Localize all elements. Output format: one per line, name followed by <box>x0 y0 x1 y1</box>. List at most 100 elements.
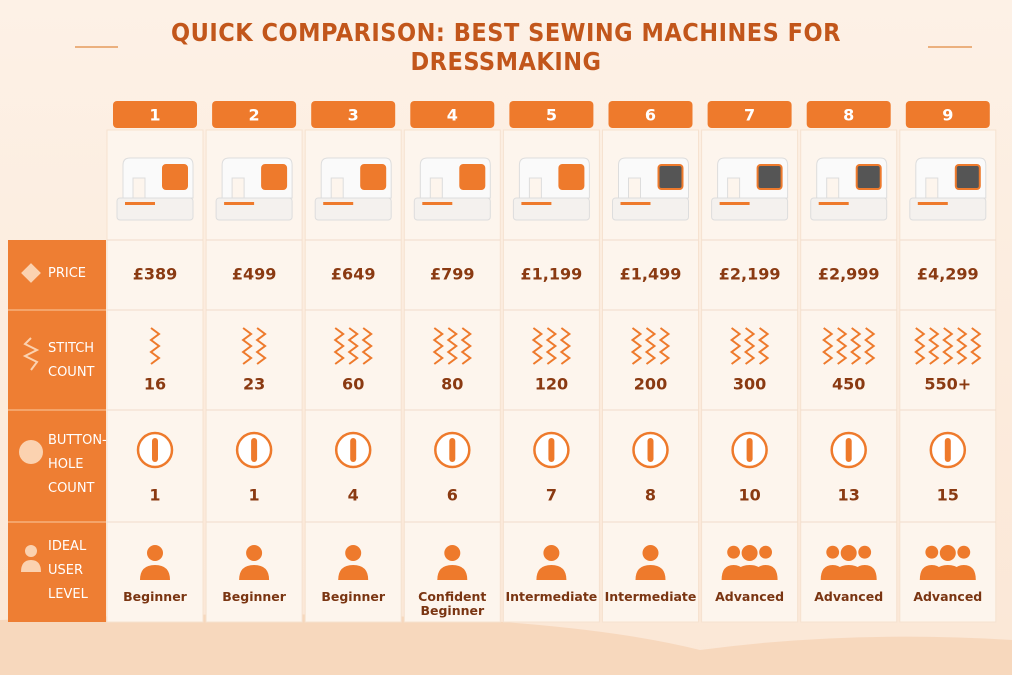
stitch-count: 550+ <box>924 374 972 394</box>
column-number: 1 <box>149 105 161 125</box>
title: QUICK COMPARISON: BEST SEWING MACHINES F… <box>171 18 841 76</box>
user-head <box>840 545 857 561</box>
column-tab <box>806 101 891 128</box>
column-tab <box>212 101 297 128</box>
stitch-count: 16 <box>143 374 167 394</box>
machine-base <box>215 197 293 221</box>
stitch-zigzag <box>928 327 940 365</box>
machine-stripe <box>719 202 750 205</box>
buttonhole-slot <box>548 438 555 462</box>
stitch-zigzag <box>149 327 161 365</box>
user-head <box>345 545 362 561</box>
stitch-zigzag <box>822 327 834 365</box>
user-body <box>536 565 567 580</box>
stitch-zigzag <box>559 327 572 365</box>
price: £2,199 <box>718 264 781 284</box>
stitch-zigzag <box>914 327 926 365</box>
stitch-count: 300 <box>732 374 767 394</box>
user-head <box>957 545 971 559</box>
stitch-zigzag <box>743 327 756 365</box>
price-icon <box>21 263 41 283</box>
buttonhole-slot <box>944 438 951 462</box>
user-body <box>437 565 468 580</box>
stitch-zigzag <box>956 327 968 365</box>
label-column <box>8 240 106 622</box>
machine-base <box>909 197 987 221</box>
stitch-icon <box>22 337 40 371</box>
buttonhole-slot <box>449 438 456 462</box>
column-tab <box>905 101 990 128</box>
column-number: 3 <box>347 105 359 125</box>
stitch-zigzag <box>850 327 862 365</box>
user-level: Beginner <box>123 589 187 604</box>
user-level: Intermediate <box>604 589 697 604</box>
machine-panel <box>459 164 486 190</box>
stitch-zigzag <box>460 327 472 365</box>
machine-panel <box>261 164 288 190</box>
column-tab <box>608 101 693 128</box>
user-head <box>939 545 956 561</box>
machine-base <box>810 197 888 221</box>
column-number: 7 <box>744 105 756 125</box>
buttonhole-count: 10 <box>738 485 761 505</box>
stitch-zigzag <box>630 327 643 365</box>
user-head <box>727 545 740 559</box>
stitch-zigzag <box>241 327 253 365</box>
wave <box>0 614 1012 675</box>
user-icon-head <box>25 545 37 557</box>
stitch-count: 60 <box>342 374 365 394</box>
buttonhole-count: 4 <box>347 485 359 505</box>
column-number: 8 <box>843 105 855 125</box>
user-level: Beginner <box>321 589 386 604</box>
column-number: 6 <box>644 105 657 125</box>
machine-base <box>512 197 590 221</box>
machine-base <box>314 197 392 221</box>
price: £499 <box>231 264 277 284</box>
stitch-zigzag <box>970 327 982 365</box>
user-body <box>338 565 369 580</box>
machine-base <box>116 197 194 221</box>
column-tab <box>509 101 594 128</box>
machine-stripe <box>818 202 849 205</box>
user-level: Beginner <box>222 589 286 604</box>
machine-panel <box>657 164 684 190</box>
price: £1,199 <box>520 264 583 284</box>
buttonhole-count: 7 <box>545 485 557 505</box>
column-number: 5 <box>545 105 557 125</box>
column-tab <box>707 101 792 128</box>
stitch-count: 80 <box>441 374 464 394</box>
stitch-zigzag <box>729 327 742 365</box>
user-head <box>858 545 872 559</box>
user-body <box>932 565 963 580</box>
stitch-zigzag <box>333 327 345 365</box>
price: £389 <box>132 264 178 284</box>
price: £2,999 <box>817 264 880 284</box>
stitch-zigzag <box>942 327 954 365</box>
buttonhole-slot <box>746 438 753 462</box>
price: £799 <box>430 264 475 284</box>
column-number: 4 <box>446 105 458 125</box>
stitch-count: 450 <box>831 374 866 394</box>
column-tab <box>113 101 197 128</box>
machine-panel <box>756 164 783 190</box>
stitch-count: 23 <box>242 374 266 394</box>
user-head <box>759 545 772 559</box>
stitch-zigzag <box>432 327 444 365</box>
user-level: Advanced <box>913 589 983 604</box>
stitch-count: 200 <box>633 374 668 394</box>
column-number: 2 <box>248 105 260 125</box>
column-number: 9 <box>942 105 954 125</box>
user-body <box>140 565 170 580</box>
user-body <box>734 565 765 580</box>
machine-stripe <box>125 202 155 205</box>
buttonhole-slot <box>350 438 357 462</box>
user-level: Advanced <box>715 589 785 604</box>
user-head <box>543 545 560 561</box>
user-head <box>642 545 659 561</box>
column-tab <box>410 101 495 128</box>
stitch-zigzag <box>658 327 671 365</box>
buttonhole-count: 8 <box>644 485 657 505</box>
machine-panel <box>162 164 188 190</box>
